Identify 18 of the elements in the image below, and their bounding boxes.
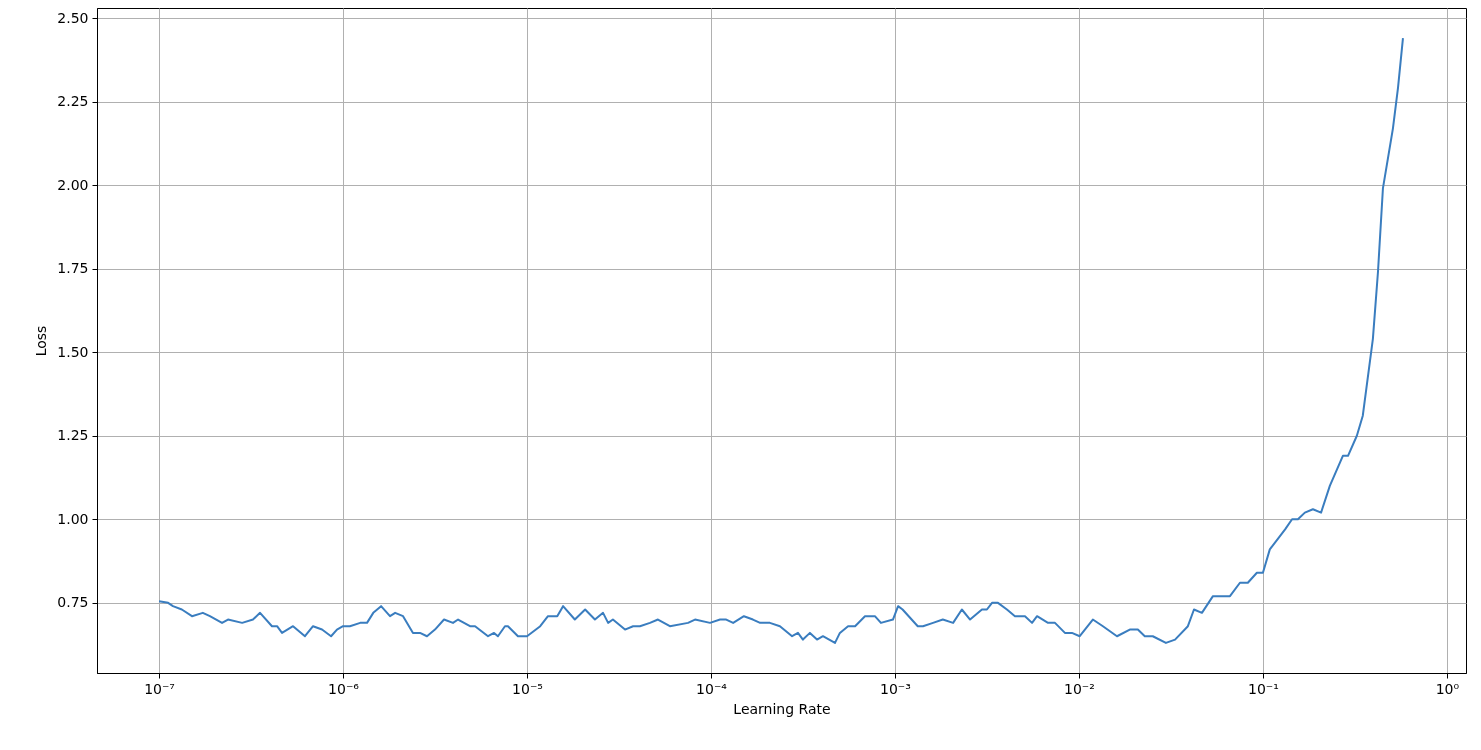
y-tick-label: 1.25 <box>57 427 89 444</box>
x-tick-label: 10⁻³ <box>880 680 911 697</box>
x-tick-label: 10⁻⁶ <box>328 680 360 697</box>
y-tick-label: 1.50 <box>57 343 89 360</box>
y-axis-title: Loss <box>33 325 50 357</box>
x-axis-title: Learning Rate <box>733 700 831 717</box>
x-tick-label: 10⁻⁴ <box>696 680 728 697</box>
y-tick-label: 1.75 <box>57 260 89 277</box>
x-tick-label: 10⁻¹ <box>1248 680 1279 697</box>
x-tick-label: 10⁰ <box>1435 680 1460 697</box>
x-tick-label: 10⁻⁵ <box>512 680 543 697</box>
y-tick-label: 1.00 <box>57 510 89 527</box>
y-tick-label: 0.75 <box>57 594 89 611</box>
y-tick-label: 2.50 <box>57 9 89 26</box>
x-tick-label: 10⁻² <box>1064 680 1095 697</box>
y-tick-label: 2.25 <box>57 93 89 110</box>
x-tick-label: 10⁻⁷ <box>144 680 175 697</box>
y-tick-label: 2.00 <box>57 176 89 193</box>
